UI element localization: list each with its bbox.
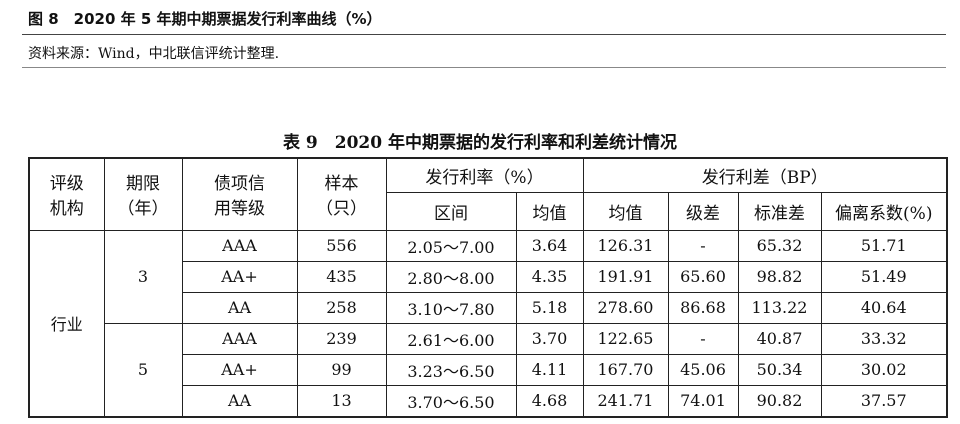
data-cell: 258 — [296, 291, 387, 324]
data-cell: 98.82 — [737, 260, 822, 293]
data-cell: 239 — [296, 322, 387, 355]
data-cell: 99 — [296, 353, 387, 386]
data-row: AA+ 435 2.80～8.00 4.35 191.91 65.60 98.82 51.49 — [29, 260, 948, 293]
data-cell: 33.32 — [820, 322, 948, 355]
data-cell: 2.05～7.00 — [385, 229, 517, 262]
header-line: 期限 — [126, 174, 160, 195]
header-row: 评级 机构 期限 （年） 债项信 用等级 样本 （只） 发行利率（%） 发行利差（BP） — [28, 157, 948, 231]
data-cell: 74.01 — [667, 384, 739, 417]
data-cell: 4.35 — [515, 260, 584, 293]
data-cell: 86.68 — [667, 291, 739, 324]
data-row: AA 13 3.70～6.50 4.68 241.71 74.01 90.82 37.57 — [29, 384, 948, 417]
data-cell: 2.80～8.00 — [385, 260, 517, 293]
sub-header: 区间 — [385, 191, 517, 231]
data-cell: 5.18 — [515, 291, 584, 324]
data-cell: 122.65 — [582, 322, 669, 355]
header-line: （只） — [316, 199, 367, 220]
header-line: 用等级 — [214, 199, 265, 220]
rule — [22, 34, 946, 35]
data-cell: 50.34 — [737, 353, 822, 386]
data-cell: 126.31 — [582, 229, 669, 262]
table-title: 表 9 2020 年中期票据的发行利率和利差统计情况 — [283, 133, 677, 153]
sub-header: 偏离系数(%) — [820, 191, 948, 231]
figure-caption: 图 8 2020 年 5 年期中期票据发行利率曲线（%） — [28, 10, 382, 28]
data-row: AA+ 99 3.23～6.50 4.11 167.70 45.06 50.34 30.02 — [29, 353, 948, 386]
header-cell: 评级 机构 — [28, 157, 105, 231]
table: 评级 机构 期限 （年） 债项信 用等级 样本 （只） 发行利率（%） 发行利差（BP） 区间 均值均… — [28, 157, 948, 418]
data-cell: 435 — [296, 260, 387, 293]
data-cell: 51.71 — [820, 229, 948, 262]
data-cell: 3.64 — [515, 229, 584, 262]
data-cell: 3.23～6.50 — [385, 353, 517, 386]
source-note: 资料来源：Wind，中北联信评统计整理. — [28, 46, 280, 62]
data-cell: 4.68 — [515, 384, 584, 417]
data-cell: - — [667, 229, 739, 262]
institution-cell: 行业 — [28, 229, 105, 417]
data-cell: AAA — [181, 322, 298, 355]
header-cell: 期限 （年） — [103, 157, 183, 231]
data-cell: 65.60 — [667, 260, 739, 293]
data-cell: AA — [181, 384, 298, 417]
data-row: AA 258 3.10～7.80 5.18 278.60 86.68 113.22 40.64 — [29, 291, 948, 324]
data-row: 行业 3 AAA 556 2.05～7.00 3.64 126.31-65.32 51.71 — [28, 229, 948, 417]
sub-header: 均值 — [582, 191, 669, 231]
data-cell: 191.91 — [582, 260, 669, 293]
data-cell: - — [667, 322, 739, 355]
header-row: 区间 均值 均值 级差 标准差 偏离系数(%) — [29, 191, 948, 231]
data-cell: AA+ — [181, 353, 298, 386]
sub-header: 级差 — [667, 191, 739, 231]
header-line: 评级 — [49, 174, 84, 195]
data-cell: 3.70 — [515, 322, 584, 355]
header-line: （年） — [117, 199, 169, 220]
data-cell: 113.22 — [737, 291, 822, 324]
data-cell: 167.70 — [582, 353, 669, 386]
data-cell: 65.32 — [737, 229, 822, 262]
group-header: 发行利差（BP） — [582, 157, 948, 193]
data-cell: 278.60 — [582, 291, 669, 324]
sub-header: 标准差 — [737, 191, 822, 231]
data-cell: AA+ — [181, 260, 298, 293]
data-cell: 45.06 — [667, 353, 739, 386]
data-cell: 51.49 — [820, 260, 948, 293]
data-cell: AAA — [181, 229, 298, 262]
data-cell: 241.71 — [582, 384, 669, 417]
data-cell: 90.82 — [737, 384, 822, 417]
data-cell: 3.70～6.50 — [385, 384, 517, 417]
data-cell: 4.11 — [515, 353, 584, 386]
data-cell: 40.87 — [737, 322, 822, 355]
data-cell: 30.02 — [820, 353, 948, 386]
data-cell: 13 — [296, 384, 387, 417]
data-cell: 40.64 — [820, 291, 948, 324]
term-cell: 3 — [103, 229, 183, 324]
rule — [22, 67, 946, 68]
data-cell: AA — [181, 291, 298, 324]
data-cell: 37.57 — [820, 384, 948, 417]
data-cell: 2.61～6.00 — [385, 322, 517, 355]
header-line: 债项信 — [214, 174, 265, 195]
data-row: 5 AAA 239 2.61～6.00 3.70 122.65-40.87 33.32 — [29, 322, 948, 417]
header-cell: 债项信 用等级 — [181, 157, 298, 231]
data-cell: 3.10～7.80 — [385, 291, 517, 324]
term-cell: 5 — [103, 322, 183, 417]
data-cell: 556 — [296, 229, 387, 262]
header-line: 样本 — [324, 174, 359, 195]
sub-header: 均值 — [515, 191, 584, 231]
group-header: 发行利率（%） — [385, 157, 584, 193]
header-cell: 样本 （只） — [296, 157, 387, 231]
header-line: 机构 — [49, 199, 84, 220]
